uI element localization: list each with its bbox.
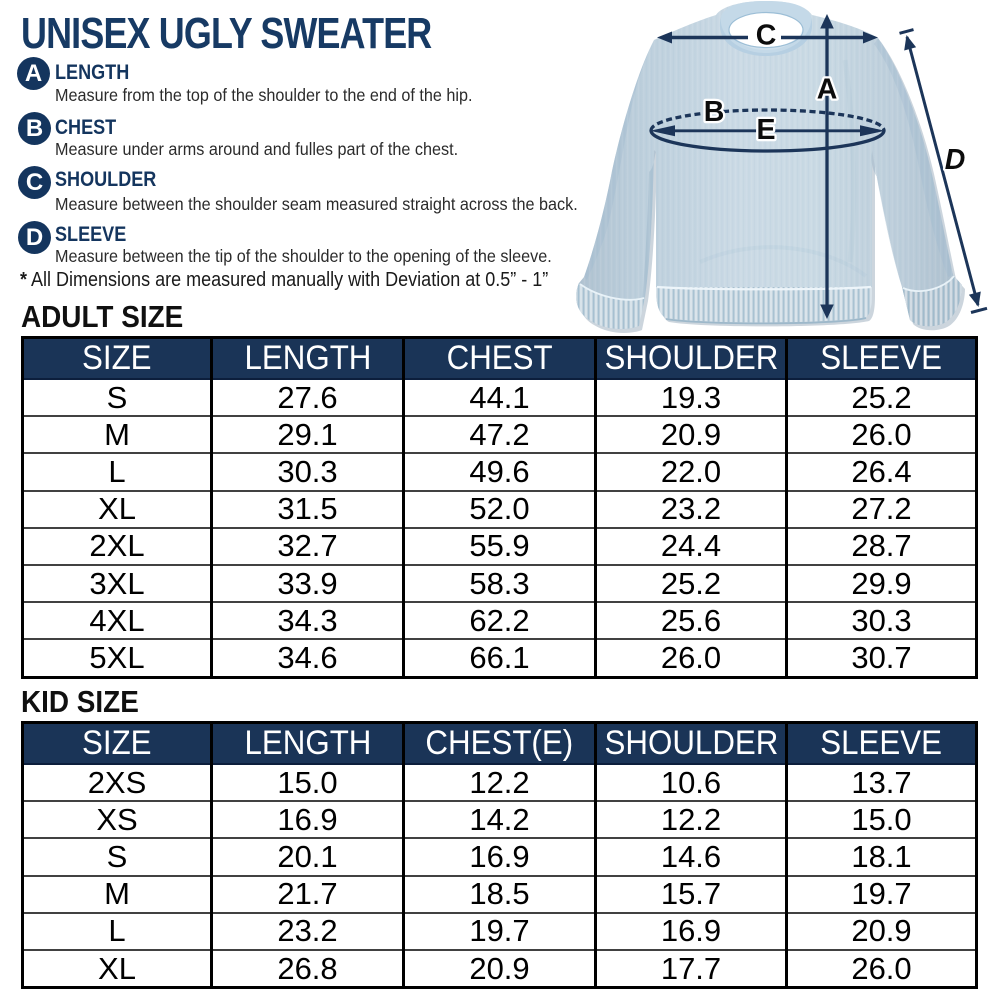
svg-text:A: A (817, 74, 838, 106)
svg-text:E: E (756, 114, 775, 146)
svg-text:C: C (756, 20, 777, 52)
svg-text:B: B (704, 96, 725, 128)
svg-text:D: D (945, 144, 966, 176)
